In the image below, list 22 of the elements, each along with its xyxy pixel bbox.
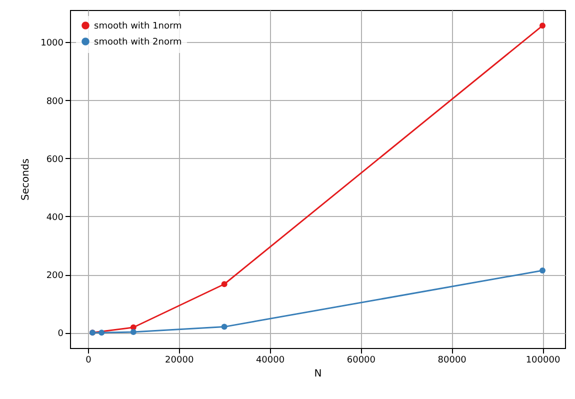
x-tick-label: 40000	[256, 356, 285, 366]
x-tick-label: 20000	[165, 356, 194, 366]
legend-label: smooth with 2norm	[94, 38, 182, 48]
legend-label: smooth with 1norm	[94, 22, 182, 32]
x-tick-label: 80000	[438, 356, 467, 366]
x-axis-title: N	[314, 368, 322, 380]
y-tick-label: 800	[46, 96, 64, 107]
y-tick-label: 1000	[40, 38, 64, 49]
x-tick-label: 60000	[346, 356, 376, 366]
y-tick-label: 600	[46, 154, 64, 165]
y-axis-title: Seconds	[20, 158, 32, 201]
y-tick-label: 400	[46, 212, 64, 223]
x-tick-label: 0	[86, 356, 92, 366]
point	[540, 267, 546, 274]
point	[221, 281, 228, 288]
point	[540, 22, 546, 29]
y-tick-label: 0	[58, 329, 64, 340]
x-tick-label: 100000	[526, 356, 560, 366]
point	[98, 330, 105, 336]
point	[130, 329, 136, 336]
point	[221, 324, 228, 330]
y-tick-label: 200	[46, 271, 64, 282]
